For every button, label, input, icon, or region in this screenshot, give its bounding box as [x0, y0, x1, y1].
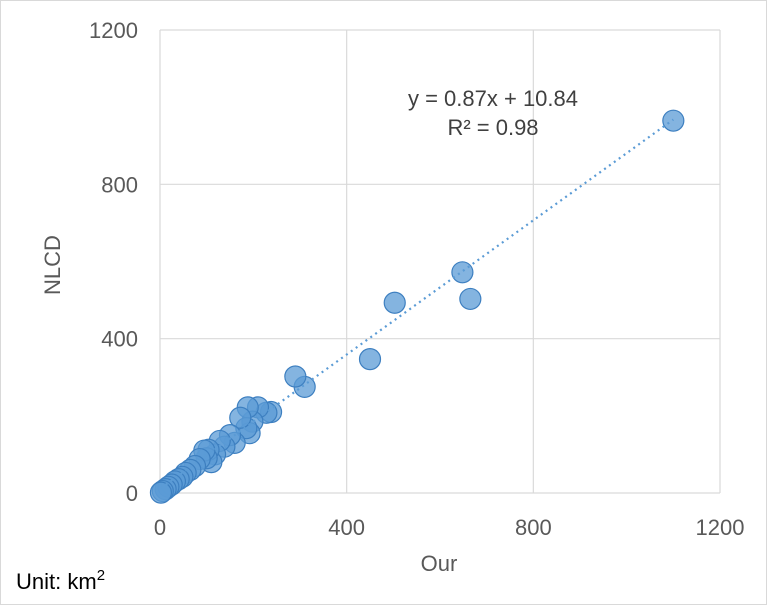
data-point — [451, 261, 474, 284]
unit-exponent: 2 — [96, 567, 106, 584]
trendline-group — [160, 118, 674, 490]
data-point — [358, 348, 382, 371]
x-tick-label: 0 — [154, 515, 166, 540]
x-tick-label: 400 — [328, 515, 365, 540]
y-tick-label: 0 — [126, 481, 138, 506]
gridlines — [159, 29, 721, 494]
y-tick-label: 800 — [101, 172, 138, 197]
x-tick-label: 800 — [515, 515, 552, 540]
x-axis-title: Our — [421, 551, 458, 576]
unit-note: Unit: km2 — [16, 567, 105, 595]
y-tick-label: 400 — [101, 327, 138, 352]
data-point — [459, 287, 482, 311]
unit-name: km — [67, 569, 97, 594]
x-tick-label: 1200 — [696, 515, 745, 540]
y-tick-label: 1200 — [89, 18, 138, 43]
trendline-equation: y = 0.87x + 10.84 — [408, 86, 578, 111]
data-points — [149, 109, 685, 504]
data-point — [149, 481, 173, 504]
y-axis-title: NLCD — [40, 235, 65, 295]
r-squared-label: R² = 0.98 — [447, 115, 538, 140]
x-axis-ticks: 0 400 800 1200 — [154, 515, 745, 540]
data-point — [229, 406, 252, 429]
y-axis-ticks: 0 400 800 1200 — [89, 18, 138, 506]
data-point — [284, 365, 307, 388]
trendline — [160, 118, 674, 490]
unit-prefix: Unit: — [16, 569, 62, 594]
data-point — [383, 291, 406, 314]
